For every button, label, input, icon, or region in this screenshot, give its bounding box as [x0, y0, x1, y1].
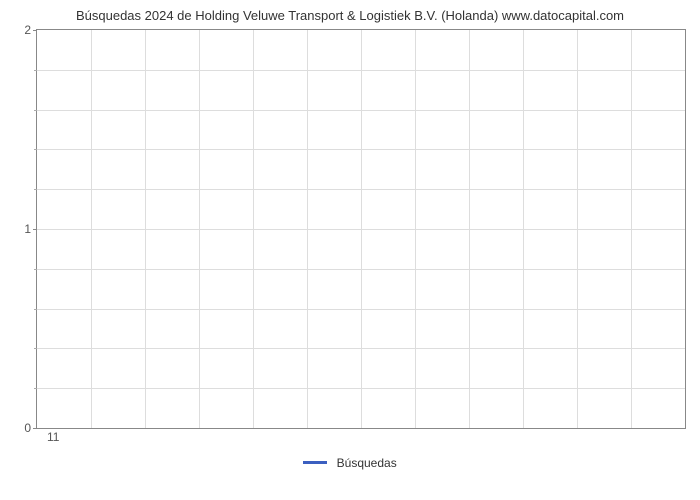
plot-wrapper: 01211: [36, 29, 686, 449]
y-tick-mark: [33, 229, 37, 230]
grid-line-v: [415, 30, 416, 428]
grid-line-v: [253, 30, 254, 428]
chart-container: Búsquedas 2024 de Holding Veluwe Transpo…: [8, 8, 692, 492]
legend: Búsquedas: [8, 455, 692, 470]
y-tick-mark-minor: [34, 348, 37, 349]
y-tick-mark: [33, 428, 37, 429]
plot-area: 01211: [36, 29, 686, 429]
grid-line-v: [577, 30, 578, 428]
chart-title: Búsquedas 2024 de Holding Veluwe Transpo…: [8, 8, 692, 23]
y-tick-mark-minor: [34, 70, 37, 71]
grid-line-v: [631, 30, 632, 428]
y-tick-mark-minor: [34, 189, 37, 190]
grid-line-v: [199, 30, 200, 428]
grid-line-v: [361, 30, 362, 428]
grid-line-v: [91, 30, 92, 428]
y-tick-mark-minor: [34, 149, 37, 150]
grid-line-v: [523, 30, 524, 428]
grid-line-v: [307, 30, 308, 428]
y-tick-label: 0: [24, 421, 31, 435]
legend-swatch: [303, 461, 327, 464]
grid-line-v: [469, 30, 470, 428]
y-tick-mark-minor: [34, 309, 37, 310]
y-tick-mark-minor: [34, 388, 37, 389]
y-tick-mark-minor: [34, 269, 37, 270]
y-tick-mark: [33, 30, 37, 31]
y-tick-label: 1: [24, 222, 31, 236]
legend-label: Búsquedas: [337, 456, 397, 470]
y-tick-mark-minor: [34, 110, 37, 111]
grid-line-v: [145, 30, 146, 428]
x-tick-label: 11: [47, 430, 59, 444]
y-tick-label: 2: [24, 23, 31, 37]
